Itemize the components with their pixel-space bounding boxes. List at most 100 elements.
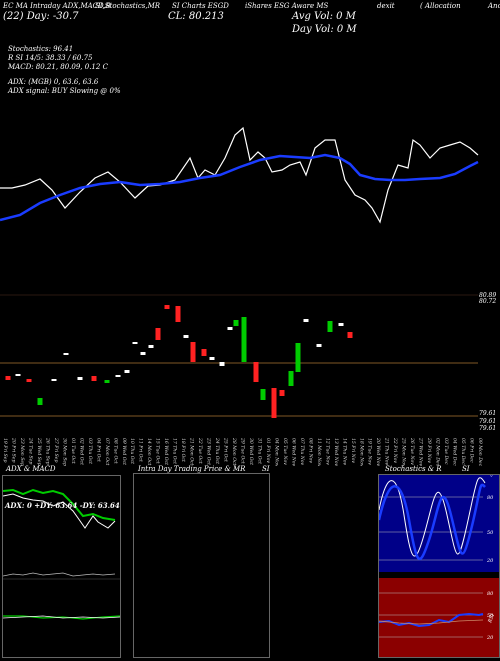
date-tick: 30 Mon Sep: [61, 438, 67, 466]
stoch-panel-title-2: SI: [462, 465, 470, 473]
candle-3: [26, 379, 32, 382]
ema-line: [0, 153, 479, 222]
rsi-scale-0: 80: [487, 591, 494, 597]
date-tick: 06 Wed Nov: [290, 438, 296, 466]
date-tick: 15 Fri Nov: [350, 438, 356, 463]
date-tick: 01 Fri Nov: [265, 438, 271, 463]
date-tick: 28 Mon Oct: [231, 437, 237, 466]
candle-17: [175, 306, 181, 322]
header-title-f: ( Allocation: [420, 2, 461, 10]
date-tick: 24 Tue Sep: [27, 437, 33, 464]
date-tick: 27 Fri Sep: [53, 437, 59, 462]
rsi-line: [378, 612, 484, 628]
candle-11: [124, 370, 130, 373]
adx-panel-title: ADX & MACD: [6, 465, 56, 473]
date-tick: 21 Thu Nov: [384, 437, 390, 466]
header-title-c: SI Charts ESGD: [172, 2, 229, 10]
stoch-scale-1: 50: [487, 530, 494, 536]
mr-panel-title: Intra Day Trading Price & MR: [138, 465, 246, 473]
candle-7: [77, 377, 83, 380]
date-tick: 17 Thu Oct: [172, 438, 178, 464]
date-tick: 19 Tue Nov: [367, 438, 373, 465]
candle-35: [338, 323, 344, 326]
date-tick: 08 Tue Oct: [112, 438, 118, 464]
date-tick: 20 Fri Sep: [10, 437, 16, 462]
price-label-top-1: 80.89: [479, 292, 497, 299]
rsi-scale-2: 20: [486, 635, 494, 641]
date-tick: 01 Tue Oct: [70, 438, 76, 464]
candle-9: [104, 380, 110, 383]
rsi-scale-1: 50: [487, 613, 494, 619]
stoch-k-line: [378, 477, 486, 557]
date-tick: 14 Mon Oct: [146, 438, 152, 466]
macd-green-line: [3, 615, 121, 620]
date-tick: 02 Wed Oct: [78, 438, 84, 465]
avg-volume: Avg Vol: 0 M: [292, 11, 356, 22]
date-tick: 05 Thu Dec: [460, 438, 466, 465]
date-tick: 26 Thu Sep: [44, 437, 50, 465]
price-label-top-2: 80.72: [479, 298, 497, 305]
candle-33: [316, 344, 322, 347]
date-tick: 04 Wed Dec: [452, 438, 458, 466]
date-tick: 23 Wed Oct: [206, 437, 212, 465]
date-tick: 26 Tue Nov: [409, 437, 415, 465]
candle-8: [91, 376, 97, 381]
date-tick: 21 Mon Oct: [189, 437, 195, 466]
header-title-g: Anc: [488, 2, 500, 10]
candle-29: [279, 390, 285, 396]
adx-panel-label: ADX: 0 +DY: 63.64 -DY: 63.64: [5, 501, 120, 510]
date-tick: 20 Wed Nov: [375, 437, 381, 466]
rsi-bg: [379, 578, 499, 657]
candle-28: [271, 388, 277, 418]
date-tick: 09 Wed Oct: [121, 438, 127, 465]
candle-18: [183, 335, 189, 338]
candle-16: [164, 305, 170, 309]
close-price: CL: 80.213: [168, 11, 224, 22]
date-tick: 30 Wed Oct: [248, 438, 254, 465]
day-change: (22) Day: -30.7: [3, 11, 79, 22]
candle-5: [51, 379, 57, 381]
candle-36: [347, 332, 353, 338]
candle-14: [148, 345, 154, 348]
candle-2: [15, 374, 21, 376]
candle-4: [37, 398, 43, 405]
date-tick: 18 Fri Oct: [180, 438, 186, 462]
adx-macd-panel: [2, 475, 121, 658]
rsi-value-label: RSI: [487, 612, 496, 625]
price-label-bottom-2: 79.61: [479, 418, 497, 425]
adx-readout: ADX: (MGB) 0, 63.6, 63.6: [8, 78, 99, 86]
adx-signal-readout: ADX signal: BUY Slowing @ 0%: [8, 87, 121, 95]
candle-13: [140, 352, 146, 355]
candle-26: [253, 362, 259, 382]
candle-24: [233, 320, 239, 326]
intraday-mr-panel: [133, 473, 270, 658]
date-tick: 22 Tue Oct: [197, 437, 203, 464]
date-tick: 07 Thu Nov: [299, 438, 305, 466]
stoch-d-line: [377, 483, 486, 561]
date-tick: 13 Wed Nov: [333, 438, 339, 466]
rsi-readout: R SI 14/5: 38.33 / 60.75: [8, 54, 93, 62]
date-tick: 29 Fri Nov: [426, 437, 432, 463]
adx-baseline: [2, 572, 116, 577]
date-tick: 25 Mon Nov: [401, 437, 407, 466]
header-title-b: SI,Stochastics,MR: [95, 2, 161, 10]
price-line: [0, 126, 479, 224]
rsi-signal-line: [378, 619, 484, 625]
stoch-scale-0: 80: [487, 495, 494, 501]
mr-panel-title-2: SI: [262, 465, 270, 473]
candle-21: [209, 357, 215, 360]
candle-34: [327, 321, 333, 332]
candle-12: [132, 342, 138, 344]
candle-27: [260, 389, 266, 400]
macd-white-line: [2, 615, 121, 619]
date-tick: 16 Wed Oct: [163, 438, 169, 465]
date-tick: 04 Mon Nov: [273, 438, 279, 466]
candle-25: [241, 317, 247, 362]
date-tick: 09 Mon Dec: [477, 438, 483, 466]
date-tick: 10 Thu Oct: [129, 438, 135, 464]
candle-10: [115, 375, 121, 377]
date-tick: 07 Mon Oct: [104, 438, 110, 466]
date-tick: 08 Fri Nov: [307, 438, 313, 463]
macd-readout: MACD: 80.21, 80.09, 0.12 C: [8, 63, 108, 71]
